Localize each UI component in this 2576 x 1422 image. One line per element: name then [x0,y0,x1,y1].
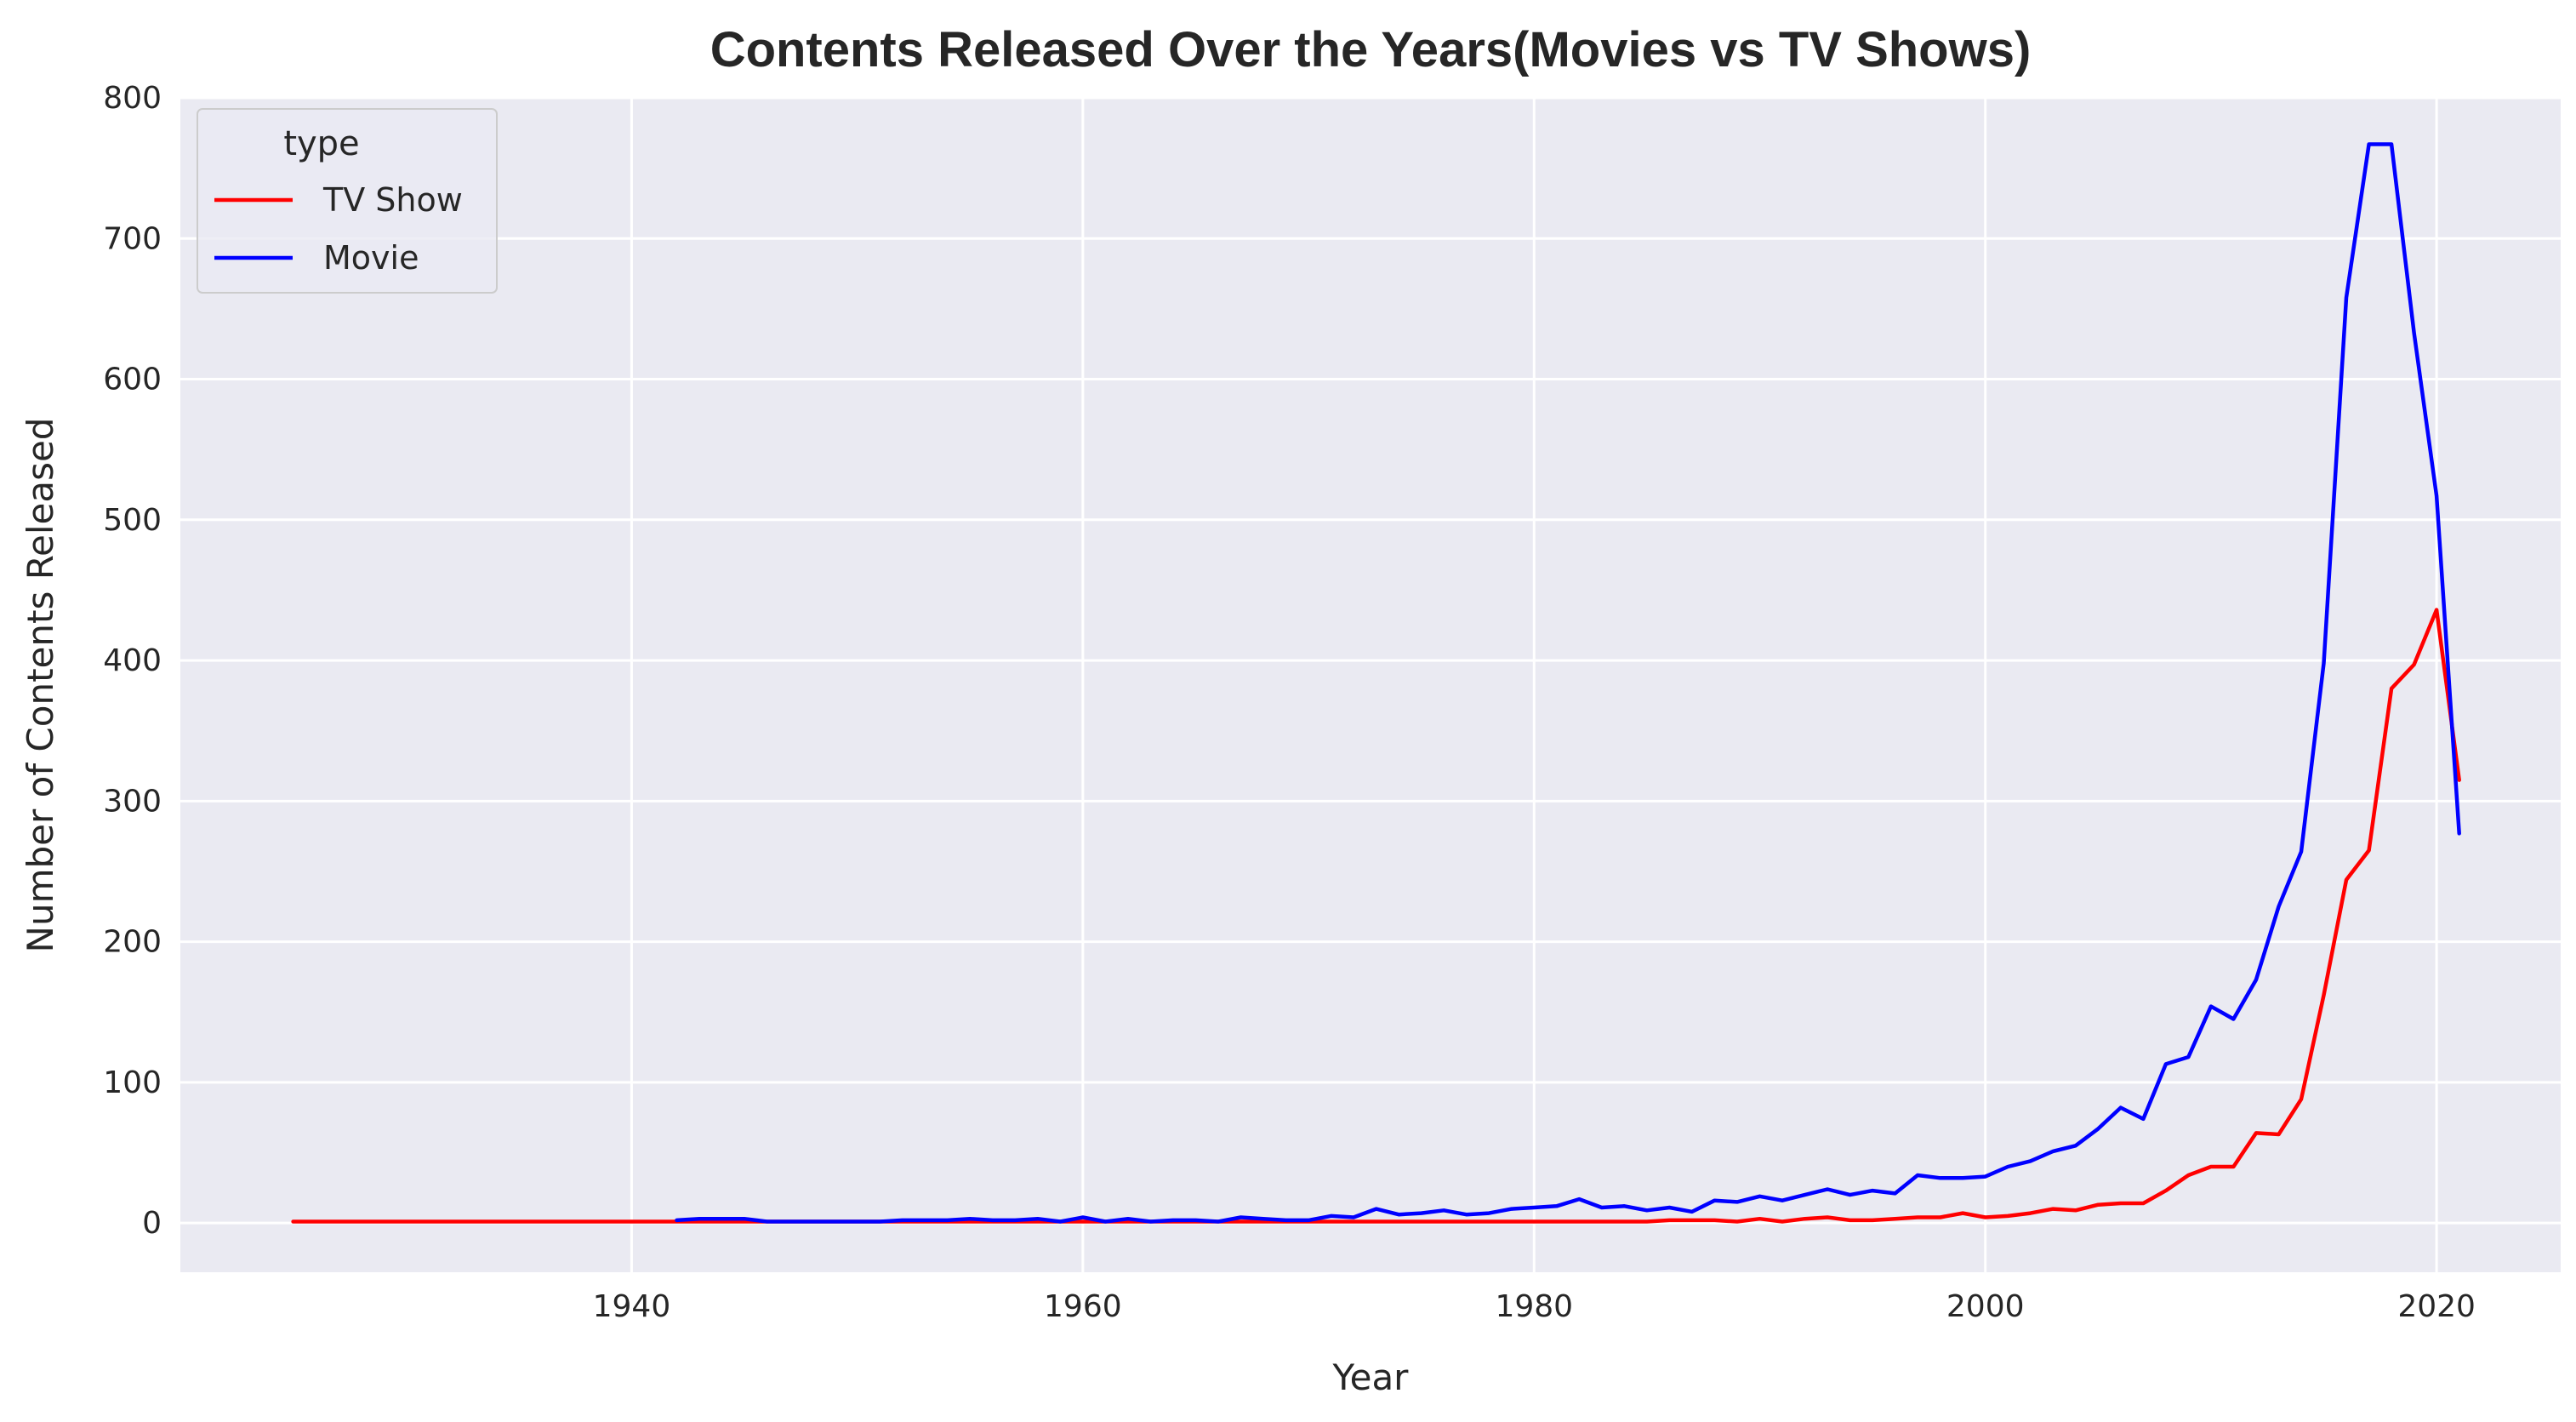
x-tick-label: 1940 [593,1289,671,1324]
legend-title: type [283,124,359,163]
tick-labels: 1940 1960 1980 2000 2020 0 100 200 300 400 500 600 7… [103,81,2476,1324]
legend-label: Movie [323,239,419,277]
y-tick-label: 400 [103,643,162,678]
x-tick-label: 2020 [2397,1289,2476,1324]
y-tick-label: 600 [103,363,162,397]
y-tick-label: 700 [103,221,162,256]
legend-box [197,108,498,294]
y-tick-label: 800 [103,81,162,116]
y-axis-label: Number of Contents Released [20,418,61,953]
y-tick-label: 0 [142,1206,162,1241]
y-tick-label: 300 [103,784,162,819]
y-tick-label: 500 [103,503,162,538]
x-axis-label: Year [1332,1356,1410,1398]
grid [180,96,2561,1272]
legend: type TV Show Movie [197,108,498,294]
series-line-movie [675,142,2461,1224]
legend-items: TV Show Movie [214,181,463,277]
plot-area [180,98,2561,1272]
x-tick-label: 1980 [1495,1289,1573,1324]
y-tick-label: 200 [103,925,162,960]
x-tick-label: 1960 [1044,1289,1122,1324]
legend-label: TV Show [322,181,463,219]
y-tick-label: 100 [103,1065,162,1100]
chart-title: Contents Released Over the Years(Movies … [710,22,2032,77]
series-lines [291,142,2461,1224]
x-tick-label: 2000 [1946,1289,2025,1324]
